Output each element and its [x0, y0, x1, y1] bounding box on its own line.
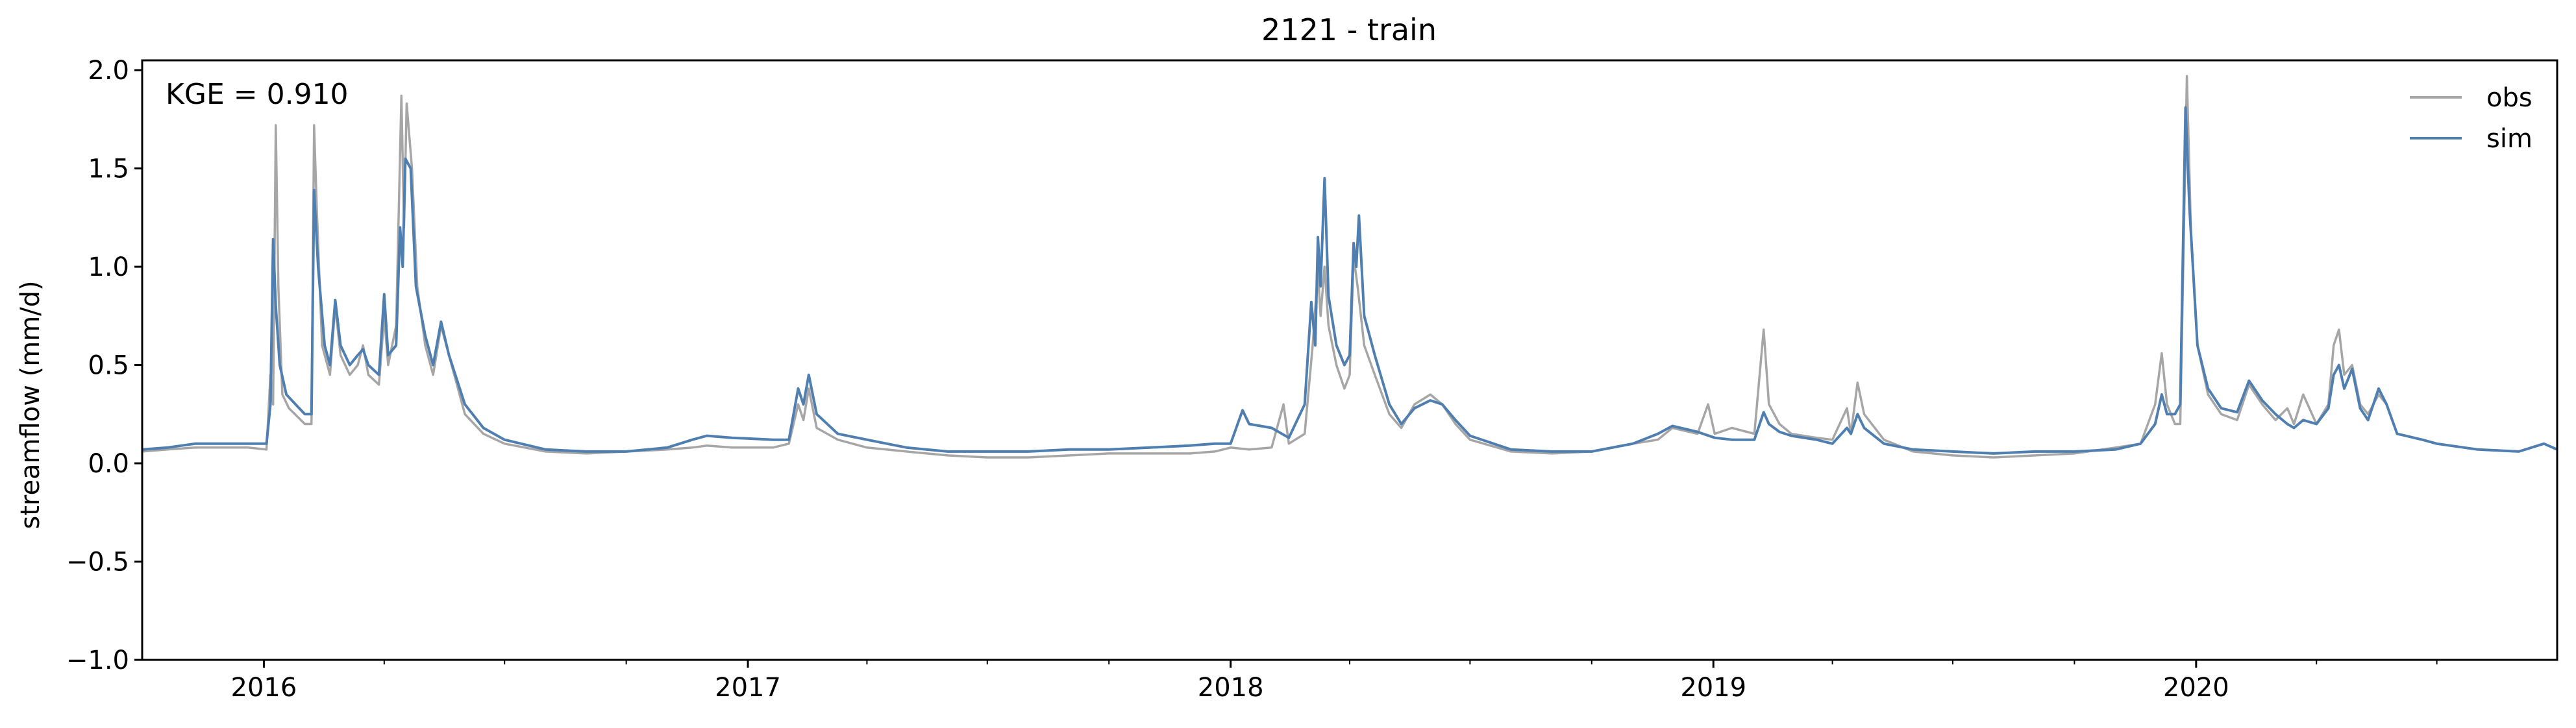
y-tick-label: 0.5	[88, 351, 129, 381]
legend-label-sim: sim	[2486, 124, 2533, 154]
kge-annotation: KGE = 0.910	[166, 78, 349, 111]
y-tick-label: 0.0	[88, 449, 129, 479]
y-tick-label: 1.5	[88, 154, 129, 184]
series-line-sim	[142, 106, 2558, 455]
x-tick-label: 2017	[715, 673, 781, 703]
y-tick-label: −1.0	[66, 646, 129, 675]
y-tick-label: 1.0	[88, 252, 129, 282]
y-tick-label: 2.0	[88, 56, 129, 86]
legend-label-obs: obs	[2486, 83, 2533, 113]
axis-ticks: −1.0 −0.5 0.0 0.5 1.0 1.5 2.0 2016 2017 2018 2019 2…	[66, 56, 2438, 703]
chart-title: 2121 - train	[1261, 12, 1437, 47]
plot-frame	[141, 59, 2558, 661]
x-tick-label: 2020	[2163, 673, 2229, 703]
series-lines	[142, 75, 2558, 459]
legend: obs sim	[2410, 83, 2533, 154]
x-tick-label: 2019	[1680, 673, 1746, 703]
x-tick-label: 2016	[231, 673, 297, 703]
y-axis-label: streamflow (mm/d)	[16, 280, 45, 529]
y-tick-label: −0.5	[66, 548, 129, 577]
x-tick-label: 2018	[1198, 673, 1264, 703]
